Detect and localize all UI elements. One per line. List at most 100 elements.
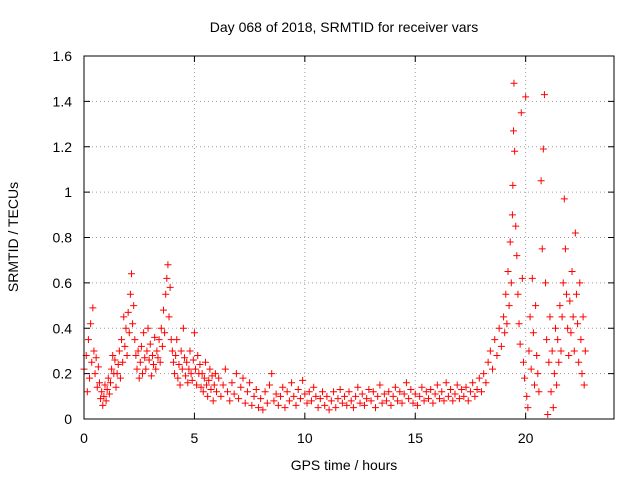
- data-point: [246, 379, 254, 387]
- data-point: [187, 370, 195, 378]
- data-point: [514, 290, 522, 298]
- data-point: [508, 211, 516, 219]
- data-point: [453, 381, 461, 389]
- data-point: [523, 392, 531, 400]
- data-point: [569, 313, 577, 321]
- data-point: [526, 313, 534, 321]
- data-point: [112, 383, 120, 391]
- data-point: [545, 358, 553, 366]
- data-point: [121, 342, 129, 350]
- y-tick-label: 0.8: [53, 230, 73, 246]
- data-point: [142, 365, 150, 373]
- data-point: [119, 358, 127, 366]
- data-point: [556, 302, 564, 310]
- data-point: [429, 399, 437, 407]
- data-point: [566, 297, 574, 305]
- chart-title: Day 068 of 2018, SRMTID for receiver var…: [210, 19, 478, 35]
- data-point: [497, 342, 505, 350]
- data-point: [133, 365, 141, 373]
- data-point: [442, 379, 450, 387]
- data-point: [124, 308, 132, 316]
- data-point: [151, 333, 159, 341]
- data-point: [550, 370, 558, 378]
- data-point: [529, 329, 537, 337]
- data-point: [332, 404, 340, 412]
- data-point: [327, 397, 335, 405]
- data-point: [336, 386, 344, 394]
- data-point: [101, 381, 109, 389]
- data-point: [285, 397, 293, 405]
- data-point: [127, 270, 135, 278]
- data-point: [272, 390, 280, 398]
- data-point: [546, 313, 554, 321]
- data-point: [500, 313, 508, 321]
- data-point: [555, 358, 563, 366]
- data-point: [547, 388, 555, 396]
- data-point: [325, 406, 333, 414]
- data-point: [178, 365, 186, 373]
- data-point: [567, 329, 575, 337]
- data-point: [548, 347, 556, 355]
- data-point: [186, 347, 194, 355]
- data-point: [503, 320, 511, 328]
- data-point: [557, 347, 565, 355]
- data-point: [376, 381, 384, 389]
- data-point: [535, 388, 543, 396]
- data-point: [292, 401, 300, 409]
- data-point: [268, 370, 276, 378]
- data-point: [369, 388, 377, 396]
- data-point: [510, 79, 518, 87]
- data-point: [367, 397, 375, 405]
- data-point: [533, 351, 541, 359]
- x-axis-label: GPS time / hours: [291, 457, 398, 473]
- data-point: [88, 358, 96, 366]
- data-point: [493, 351, 501, 359]
- data-point: [458, 386, 466, 394]
- data-point: [438, 388, 446, 396]
- data-point: [464, 397, 472, 405]
- data-point: [524, 404, 532, 412]
- y-tick-label: 0.4: [53, 320, 73, 336]
- data-point: [378, 399, 386, 407]
- data-point: [571, 229, 579, 237]
- data-point: [193, 381, 201, 389]
- data-point: [427, 386, 435, 394]
- data-point: [163, 274, 171, 282]
- data-point: [200, 374, 208, 382]
- data-point: [484, 358, 492, 366]
- data-point: [312, 392, 320, 400]
- data-point: [252, 386, 260, 394]
- data-point: [478, 388, 485, 396]
- data-point: [420, 397, 428, 405]
- data-point: [140, 329, 148, 337]
- data-point: [411, 390, 419, 398]
- data-point: [510, 127, 518, 135]
- data-point: [189, 356, 197, 364]
- data-point: [513, 252, 521, 260]
- data-point: [239, 374, 247, 382]
- data-point: [303, 399, 311, 407]
- data-point: [519, 358, 527, 366]
- data-point: [139, 370, 147, 378]
- data-point: [466, 388, 474, 396]
- data-point: [383, 397, 391, 405]
- data-point: [91, 370, 99, 378]
- data-point: [115, 347, 123, 355]
- data-point: [440, 397, 448, 405]
- data-point: [86, 374, 94, 382]
- data-point: [418, 383, 426, 391]
- data-point: [126, 290, 134, 298]
- x-tick-label: 5: [191, 430, 199, 446]
- data-point: [279, 383, 287, 391]
- data-point: [111, 356, 119, 364]
- data-point: [543, 336, 551, 344]
- data-point: [164, 261, 172, 269]
- data-point: [563, 290, 571, 298]
- data-point: [219, 381, 227, 389]
- data-point: [358, 390, 366, 398]
- data-point: [343, 401, 351, 409]
- data-point: [114, 361, 122, 369]
- data-point: [341, 392, 349, 400]
- data-point: [577, 336, 585, 344]
- data-point: [205, 376, 213, 384]
